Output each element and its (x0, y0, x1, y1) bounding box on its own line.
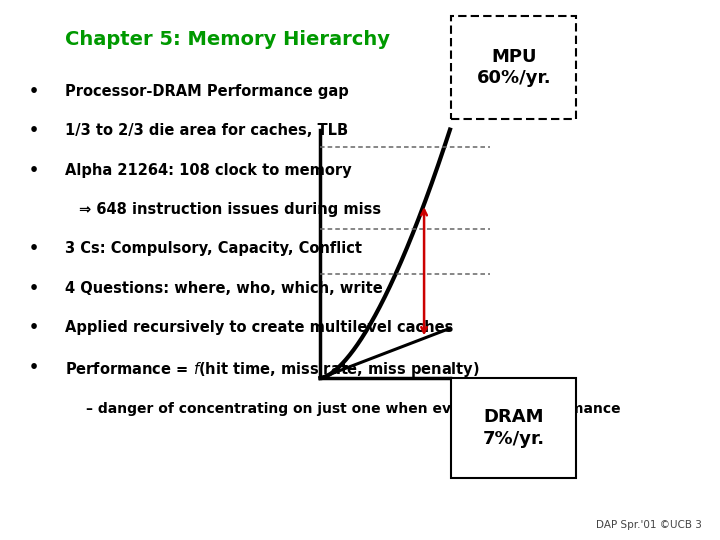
Text: Performance = $\mathit{f}$(hit time, miss rate, miss penalty): Performance = $\mathit{f}$(hit time, mis… (65, 360, 480, 379)
Text: Processor-DRAM Performance gap: Processor-DRAM Performance gap (65, 84, 348, 99)
Text: Applied recursively to create multilevel caches: Applied recursively to create multilevel… (65, 320, 453, 335)
Text: MPU
60%/yr.: MPU 60%/yr. (477, 48, 551, 87)
Text: •: • (29, 123, 39, 138)
FancyBboxPatch shape (451, 16, 576, 119)
Text: •: • (29, 320, 39, 335)
Text: DRAM
7%/yr.: DRAM 7%/yr. (482, 408, 545, 448)
Text: •: • (29, 360, 39, 375)
FancyBboxPatch shape (451, 378, 576, 478)
Text: DAP Spr.'01 ©UCB 3: DAP Spr.'01 ©UCB 3 (596, 520, 702, 530)
Text: •: • (29, 281, 39, 296)
Text: 4 Questions: where, who, which, write: 4 Questions: where, who, which, write (65, 281, 382, 296)
Text: 1/3 to 2/3 die area for caches, TLB: 1/3 to 2/3 die area for caches, TLB (65, 123, 348, 138)
Text: •: • (29, 241, 39, 256)
Text: •: • (29, 163, 39, 178)
Text: 3 Cs: Compulsory, Capacity, Conflict: 3 Cs: Compulsory, Capacity, Conflict (65, 241, 362, 256)
Text: Alpha 21264: 108 clock to memory: Alpha 21264: 108 clock to memory (65, 163, 351, 178)
Text: Chapter 5: Memory Hierarchy: Chapter 5: Memory Hierarchy (65, 30, 390, 49)
Text: – danger of concentrating on just one when evaluating performance: – danger of concentrating on just one wh… (86, 402, 621, 416)
Text: •: • (29, 84, 39, 99)
Text: ⇒ 648 instruction issues during miss: ⇒ 648 instruction issues during miss (79, 202, 382, 217)
